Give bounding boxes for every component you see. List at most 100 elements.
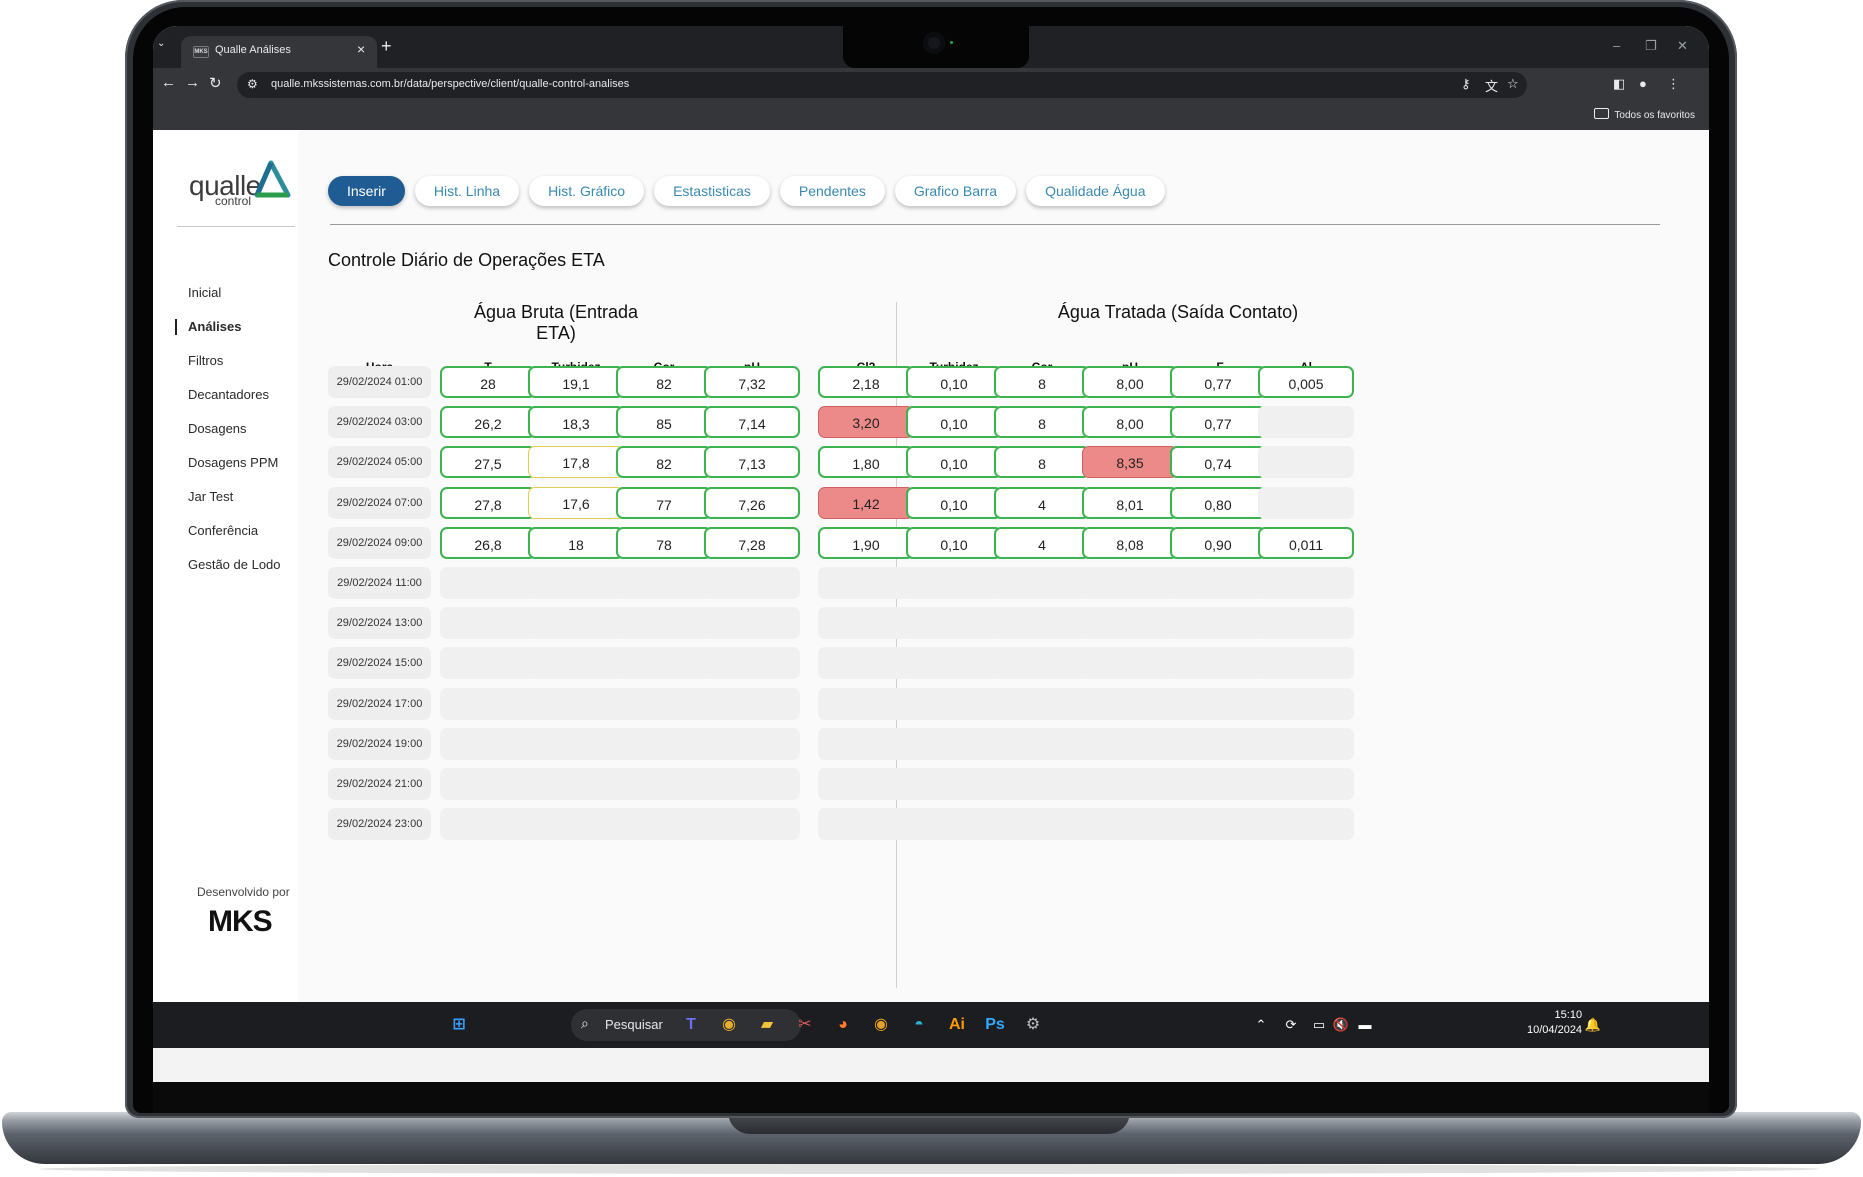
tab-4[interactable]: Pendentes bbox=[779, 176, 885, 206]
translate-icon[interactable]: 文 bbox=[1485, 79, 1499, 94]
treated-value-input[interactable]: 8,01 bbox=[1082, 486, 1178, 519]
treated-value-input[interactable] bbox=[1082, 727, 1178, 760]
treated-value-input[interactable]: 8,35 bbox=[1082, 446, 1178, 479]
raw-value-input[interactable] bbox=[528, 567, 624, 599]
sidebar-item-0[interactable]: Inicial bbox=[188, 285, 222, 300]
raw-value-input[interactable]: 27,8 bbox=[440, 486, 536, 519]
close-tab-icon[interactable]: × bbox=[357, 41, 366, 57]
treated-value-input[interactable] bbox=[906, 808, 1002, 841]
treated-value-input[interactable] bbox=[818, 768, 914, 800]
raw-value-input[interactable]: 7,32 bbox=[704, 366, 800, 398]
raw-value-input[interactable]: 17,6 bbox=[528, 486, 624, 519]
treated-value-input[interactable]: 8 bbox=[994, 406, 1090, 439]
treated-value-input[interactable]: 2,18 bbox=[818, 366, 914, 398]
minimize-icon[interactable]: – bbox=[1613, 38, 1621, 53]
tab-6[interactable]: Qualidade Água bbox=[1026, 176, 1165, 206]
address-bar[interactable]: ⚙ qualle.mkssistemas.com.br/data/perspec… bbox=[237, 72, 1527, 98]
raw-value-input[interactable]: 19,1 bbox=[528, 366, 624, 398]
profile-icon[interactable]: ● bbox=[1639, 76, 1647, 91]
treated-value-input[interactable]: 1,90 bbox=[818, 526, 914, 559]
treated-value-input[interactable] bbox=[906, 567, 1002, 599]
treated-value-input[interactable]: 0,77 bbox=[1170, 406, 1266, 439]
raw-value-input[interactable]: 28 bbox=[440, 366, 536, 398]
raw-value-input[interactable] bbox=[440, 607, 536, 640]
treated-value-input[interactable] bbox=[994, 768, 1090, 800]
sidebar-item-6[interactable]: Jar Test bbox=[188, 489, 234, 504]
raw-value-input[interactable]: 78 bbox=[616, 526, 712, 559]
sidebar-item-2[interactable]: Filtros bbox=[188, 353, 224, 368]
raw-value-input[interactable] bbox=[704, 567, 800, 599]
side-panel-icon[interactable]: ◧ bbox=[1613, 76, 1626, 91]
tab-2[interactable]: Hist. Gráfico bbox=[529, 176, 645, 206]
treated-value-input[interactable] bbox=[1170, 607, 1266, 640]
raw-value-input[interactable]: 82 bbox=[616, 366, 712, 398]
password-key-icon[interactable]: ⚷ bbox=[1461, 76, 1471, 91]
treated-value-input[interactable] bbox=[1170, 647, 1266, 680]
treated-value-input[interactable]: 0,74 bbox=[1170, 446, 1266, 479]
battery-icon[interactable]: ▬ bbox=[1358, 1017, 1372, 1032]
bookmark-star-icon[interactable]: ☆ bbox=[1507, 76, 1519, 91]
treated-value-input[interactable] bbox=[906, 687, 1002, 720]
raw-value-input[interactable]: 26,2 bbox=[440, 406, 536, 439]
raw-value-input[interactable] bbox=[528, 727, 624, 760]
treated-value-input[interactable] bbox=[818, 567, 914, 599]
raw-value-input[interactable] bbox=[440, 808, 536, 841]
treated-value-input[interactable]: 0,77 bbox=[1170, 366, 1266, 398]
edge-icon[interactable]: ◓ bbox=[914, 1016, 924, 1033]
treated-value-input[interactable] bbox=[1082, 687, 1178, 720]
raw-value-input[interactable] bbox=[704, 727, 800, 760]
treated-value-input[interactable]: 0,005 bbox=[1258, 366, 1354, 398]
treated-value-input[interactable] bbox=[994, 727, 1090, 760]
treated-value-input[interactable] bbox=[1170, 727, 1266, 760]
treated-value-input[interactable] bbox=[994, 567, 1090, 599]
reload-icon[interactable]: ↻ bbox=[209, 75, 222, 92]
treated-value-input[interactable] bbox=[1258, 647, 1354, 680]
show-hidden-icons-icon[interactable]: ⌃ bbox=[1255, 1017, 1267, 1032]
close-window-icon[interactable]: ✕ bbox=[1677, 38, 1688, 53]
treated-value-input[interactable] bbox=[1258, 486, 1354, 519]
treated-value-input[interactable] bbox=[1258, 567, 1354, 599]
raw-value-input[interactable] bbox=[704, 808, 800, 841]
firefox-icon[interactable]: ◕ bbox=[838, 1016, 848, 1033]
raw-value-input[interactable] bbox=[616, 647, 712, 680]
treated-value-input[interactable]: 0,10 bbox=[906, 366, 1002, 398]
treated-value-input[interactable] bbox=[1170, 768, 1266, 800]
sync-icon[interactable]: ⟳ bbox=[1285, 1017, 1297, 1032]
raw-value-input[interactable]: 18 bbox=[528, 526, 624, 559]
file-explorer-icon[interactable]: ▰ bbox=[760, 1016, 774, 1033]
raw-value-input[interactable] bbox=[616, 768, 712, 800]
teams-icon[interactable]: T bbox=[686, 1016, 696, 1033]
forward-icon[interactable]: → bbox=[185, 74, 200, 91]
treated-value-input[interactable] bbox=[1170, 687, 1266, 720]
raw-value-input[interactable]: 7,13 bbox=[704, 446, 800, 479]
raw-value-input[interactable] bbox=[528, 647, 624, 680]
restore-icon[interactable]: ❐ bbox=[1645, 38, 1657, 53]
raw-value-input[interactable] bbox=[528, 808, 624, 841]
browser-tab[interactable]: MKS Qualle Análises × bbox=[181, 36, 377, 68]
treated-value-input[interactable]: 1,80 bbox=[818, 446, 914, 479]
raw-value-input[interactable]: 18,3 bbox=[528, 406, 624, 439]
treated-value-input[interactable] bbox=[818, 808, 914, 841]
tab-1[interactable]: Hist. Linha bbox=[414, 176, 520, 206]
tab-3[interactable]: Estastisticas bbox=[654, 176, 770, 206]
chrome-canary-icon[interactable]: ◉ bbox=[874, 1016, 888, 1033]
all-bookmarks-folder[interactable]: Todos os favoritos bbox=[1594, 108, 1695, 121]
raw-value-input[interactable] bbox=[528, 607, 624, 640]
raw-value-input[interactable] bbox=[616, 607, 712, 640]
treated-value-input[interactable]: 8 bbox=[994, 366, 1090, 398]
treated-value-input[interactable]: 0,90 bbox=[1170, 526, 1266, 559]
raw-value-input[interactable] bbox=[704, 768, 800, 800]
treated-value-input[interactable]: 0,10 bbox=[906, 486, 1002, 519]
treated-value-input[interactable] bbox=[1082, 607, 1178, 640]
treated-value-input[interactable] bbox=[1258, 808, 1354, 841]
treated-value-input[interactable] bbox=[1082, 647, 1178, 680]
treated-value-input[interactable] bbox=[818, 687, 914, 720]
treated-value-input[interactable] bbox=[906, 727, 1002, 760]
treated-value-input[interactable]: 8,00 bbox=[1082, 406, 1178, 439]
sidebar-item-3[interactable]: Decantadores bbox=[188, 387, 269, 402]
menu-kebab-icon[interactable]: ⋮ bbox=[1667, 76, 1680, 91]
treated-value-input[interactable]: 0,10 bbox=[906, 526, 1002, 559]
treated-value-input[interactable] bbox=[1258, 768, 1354, 800]
treated-value-input[interactable]: 4 bbox=[994, 526, 1090, 559]
clock[interactable]: 15:10 10/04/2024 bbox=[1527, 1008, 1582, 1038]
